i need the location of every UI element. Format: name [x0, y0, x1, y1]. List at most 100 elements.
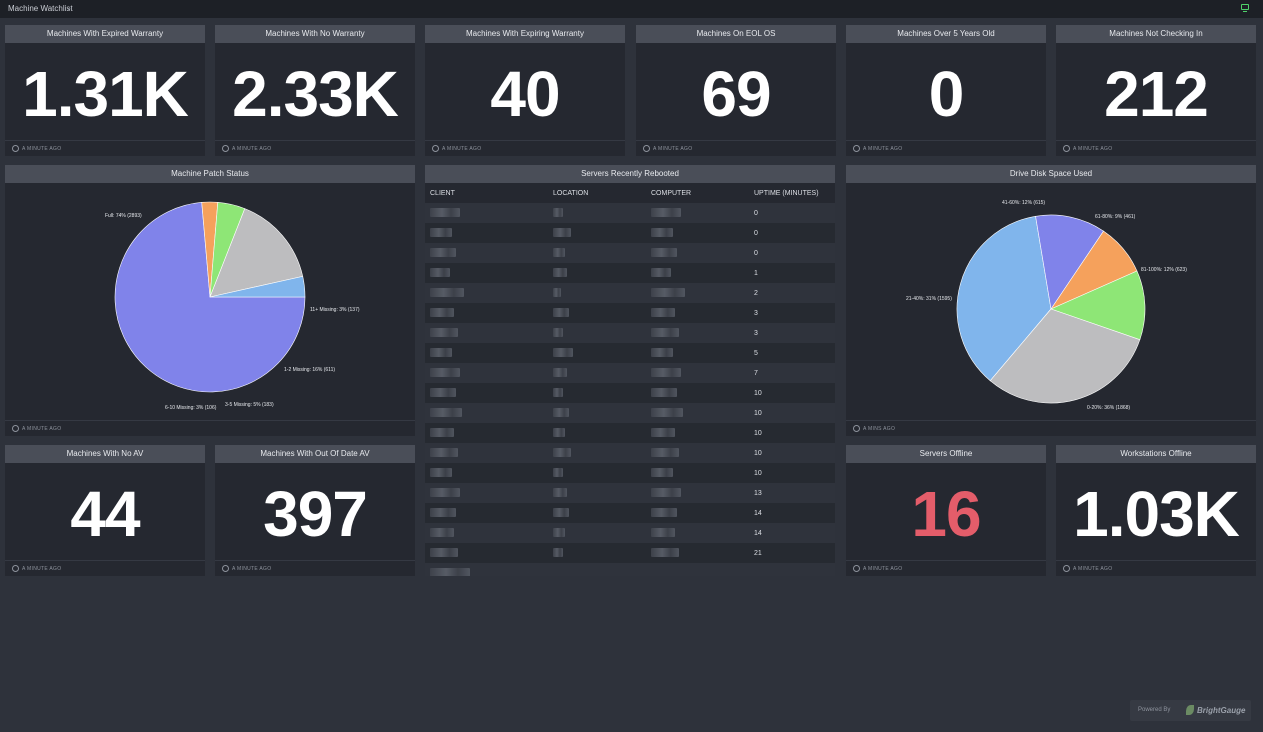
client-cell — [425, 563, 548, 576]
brightgauge-logo-icon — [1186, 705, 1194, 715]
pie-label-41-60: 41-60%: 12% (615) — [1002, 200, 1046, 206]
clock-icon — [12, 565, 19, 572]
pie-slice-81-100-[interactable] — [1035, 214, 1104, 310]
table-row[interactable]: 0 — [425, 243, 835, 263]
computer-cell — [646, 263, 749, 283]
clock-icon — [222, 565, 229, 572]
table-row[interactable]: 10 — [425, 463, 835, 483]
table-row[interactable]: 14 — [425, 523, 835, 543]
location-cell — [548, 483, 646, 503]
pie-slice-1-2-missing[interactable] — [209, 208, 304, 298]
widget-no-warranty[interactable]: Machines With No Warranty 2.33K A MINUTE… — [215, 25, 415, 156]
table-row[interactable]: 21 — [425, 543, 835, 563]
powered-by-badge[interactable]: Powered By BrightGauge — [1130, 700, 1251, 721]
location-cell — [548, 503, 646, 523]
disk-space-pie-chart — [956, 214, 1146, 404]
client-cell — [425, 543, 548, 563]
widget-value: 2.33K — [232, 58, 399, 130]
location-cell — [548, 283, 646, 303]
pie-slice-21-40-[interactable] — [989, 308, 1141, 404]
table-row[interactable]: 13 — [425, 483, 835, 503]
widget-not-checking-in[interactable]: Machines Not Checking In 212 A MINUTE AG… — [1056, 25, 1256, 156]
pie-slice-0-20-[interactable] — [956, 215, 1052, 382]
table-row[interactable] — [425, 563, 835, 576]
widget-title: Workstations Offline — [1056, 445, 1256, 463]
column-header-location[interactable]: LOCATION — [553, 189, 589, 197]
client-cell — [425, 363, 548, 383]
chevron-down-icon[interactable]: ⌄ — [66, 5, 72, 12]
table-row[interactable]: 3 — [425, 323, 835, 343]
table-row[interactable]: 5 — [425, 343, 835, 363]
updated-time: A MINUTE AGO — [22, 566, 62, 572]
uptime-cell: 21 — [749, 543, 835, 563]
computer-cell — [646, 283, 749, 303]
widget-workstations-offline[interactable]: Workstations Offline 1.03K A MINUTE AGO — [1056, 445, 1256, 576]
table-row[interactable]: 14 — [425, 503, 835, 523]
pie-label-3-5-missing: 3-5 Missing: 5% (183) — [225, 402, 274, 408]
widget-title: Machines Not Checking In — [1056, 25, 1256, 43]
location-cell — [548, 343, 646, 363]
uptime-cell: 1 — [749, 263, 835, 283]
location-cell — [548, 543, 646, 563]
updated-time: A MINS AGO — [863, 426, 896, 432]
widget-servers-rebooted[interactable]: Servers Recently Rebooted CLIENT LOCATIO… — [425, 165, 835, 576]
table-row[interactable]: 1 — [425, 263, 835, 283]
widget-title: Machines With Expired Warranty — [5, 25, 205, 43]
powered-by-brand: BrightGauge — [1197, 706, 1246, 715]
updated-time: A MINUTE AGO — [22, 146, 62, 152]
location-cell — [548, 303, 646, 323]
widget-value: 397 — [263, 478, 368, 550]
widget-patch-status[interactable]: Machine Patch Status Full: 74% (2893) 11… — [5, 165, 415, 436]
uptime-cell: 0 — [749, 223, 835, 243]
widget-disk-space[interactable]: Drive Disk Space Used 41-60%: 12% (615) … — [846, 165, 1256, 436]
client-cell — [425, 203, 548, 223]
location-cell — [548, 443, 646, 463]
widget-eol-os[interactable]: Machines On EOL OS 69 A MINUTE AGO — [636, 25, 836, 156]
pie-slice-11-missing[interactable] — [209, 275, 306, 298]
column-header-computer[interactable]: COMPUTER — [651, 189, 692, 197]
column-header-client[interactable]: CLIENT — [430, 189, 455, 197]
computer-cell — [646, 443, 749, 463]
client-cell — [425, 303, 548, 323]
table-row[interactable]: 0 — [425, 203, 835, 223]
widget-footer: A MINUTE AGO — [425, 140, 625, 156]
widget-title: Drive Disk Space Used — [846, 165, 1256, 183]
table-row[interactable]: 10 — [425, 403, 835, 423]
computer-cell — [646, 563, 749, 576]
widget-footer: A MINUTE AGO — [215, 560, 415, 576]
client-cell — [425, 343, 548, 363]
widget-title: Machines Over 5 Years Old — [846, 25, 1046, 43]
widget-footer: A MINUTE AGO — [846, 560, 1046, 576]
pie-slice-41-60-[interactable] — [1050, 270, 1146, 341]
widget-no-av[interactable]: Machines With No AV 44 A MINUTE AGO — [5, 445, 205, 576]
uptime-cell: 10 — [749, 443, 835, 463]
pie-label-61-80: 61-80%: 9% (461) — [1095, 214, 1136, 220]
table-row[interactable]: 2 — [425, 283, 835, 303]
widget-expiring-warranty[interactable]: Machines With Expiring Warranty 40 A MIN… — [425, 25, 625, 156]
updated-time: A MINUTE AGO — [232, 566, 272, 572]
widget-expired-warranty[interactable]: Machines With Expired Warranty 1.31K A M… — [5, 25, 205, 156]
table-row[interactable]: 7 — [425, 363, 835, 383]
widget-value: 16 — [911, 478, 981, 550]
location-cell — [548, 223, 646, 243]
table-row[interactable]: 10 — [425, 423, 835, 443]
table-row[interactable]: 10 — [425, 383, 835, 403]
computer-cell — [646, 523, 749, 543]
dashboard-title[interactable]: Machine Watchlist — [8, 4, 73, 13]
updated-time: A MINUTE AGO — [1073, 146, 1113, 152]
clock-icon — [1063, 145, 1070, 152]
widget-footer: A MINUTE AGO — [636, 140, 836, 156]
widget-servers-offline[interactable]: Servers Offline 16 A MINUTE AGO — [846, 445, 1046, 576]
widget-out-of-date-av[interactable]: Machines With Out Of Date AV 397 A MINUT… — [215, 445, 415, 576]
table-row[interactable]: 10 — [425, 443, 835, 463]
updated-time: A MINUTE AGO — [22, 426, 62, 432]
client-cell — [425, 503, 548, 523]
table-row[interactable]: 3 — [425, 303, 835, 323]
widget-over-5-years[interactable]: Machines Over 5 Years Old 0 A MINUTE AGO — [846, 25, 1046, 156]
monitor-icon[interactable] — [1241, 4, 1249, 12]
widget-value: 1.31K — [22, 58, 189, 130]
computer-cell — [646, 343, 749, 363]
updated-time: A MINUTE AGO — [1073, 566, 1113, 572]
column-header-uptime[interactable]: UPTIME (MINUTES) — [754, 189, 819, 197]
table-row[interactable]: 0 — [425, 223, 835, 243]
